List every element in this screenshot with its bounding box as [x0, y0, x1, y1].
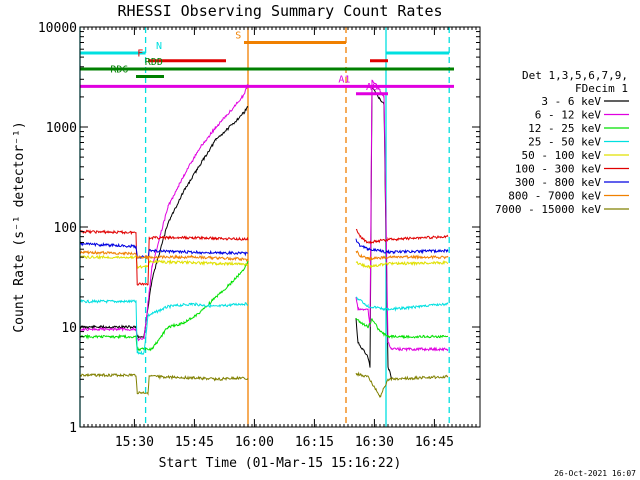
flag-label-f: F [137, 49, 143, 60]
x-tick-label-5: 16:45 [415, 435, 454, 450]
series-1-line-b [355, 79, 449, 353]
legend-label-4: 50 - 100 keV [522, 149, 602, 162]
legend-label-3: 25 - 50 keV [528, 136, 601, 149]
series-0-line-a [79, 106, 249, 340]
y-axis-label: Count Rate (s⁻¹ detector⁻¹) [12, 121, 27, 332]
series-2-line-b [355, 317, 449, 340]
flag-label-a1: A1 [338, 74, 350, 85]
x-tick-label-1: 15:45 [175, 435, 214, 450]
axes: 15:30 15:45 16:00 16:15 16:30 16:45 1 10 100 1000… [38, 21, 480, 450]
legend-label-7: 800 - 7000 keV [508, 190, 601, 203]
flag-label-n: N [156, 41, 162, 52]
flag-label-s: S [235, 30, 241, 41]
series-1-line-a [79, 84, 249, 342]
y-tick-label-1: 10 [61, 321, 77, 336]
series-5-line-b [355, 228, 449, 245]
legend-header-1: FDecim 1 [575, 82, 628, 95]
legend-label-0: 3 - 6 keV [541, 95, 601, 108]
series-3-line-b [356, 296, 449, 312]
series-4-line-b [355, 259, 449, 270]
y-tick-label-0: 1 [69, 421, 77, 436]
legend-label-1: 6 - 12 keV [535, 109, 602, 122]
series-5-line-a [79, 229, 249, 286]
x-tick-label-3: 16:15 [295, 435, 334, 450]
legend-label-6: 300 - 800 keV [515, 176, 601, 189]
legend-label-2: 12 - 25 keV [528, 122, 601, 135]
series-6-line-b [355, 238, 449, 255]
legend-label-8: 7000 - 15000 keV [495, 203, 601, 216]
series-6-line-a [79, 241, 248, 260]
series-7-line-b [355, 250, 449, 262]
y-tick-label-3: 1000 [46, 121, 77, 136]
series-7-line-a [79, 250, 249, 263]
y-tick-label-2: 100 [54, 221, 77, 236]
flag-label-rdd: RDD [145, 57, 163, 68]
flag-label-a0: A0 [366, 82, 378, 93]
x-tick-label-0: 15:30 [115, 435, 154, 450]
series-8-line-a [79, 372, 249, 396]
x-tick-label-4: 16:30 [355, 435, 394, 450]
series-4-line-a [79, 254, 249, 269]
chart-title: RHESSI Observing Summary Count Rates [117, 2, 442, 20]
y-tick-label-4: 10000 [38, 21, 77, 36]
legend-label-5: 100 - 300 keV [515, 163, 601, 176]
x-axis-label: Start Time (01-Mar-15 15:16:22) [159, 456, 402, 471]
timestamp: 26-Oct-2021 16:07 [554, 469, 636, 478]
series-3-line-a [80, 299, 248, 356]
legend-header-0: Det 1,3,5,6,7,9, [522, 69, 628, 82]
flag-label-rd6: RD6 [110, 64, 128, 75]
series-2-line-a [79, 260, 249, 352]
x-tick-label-2: 16:00 [235, 435, 274, 450]
series-8-line-b [355, 371, 449, 398]
